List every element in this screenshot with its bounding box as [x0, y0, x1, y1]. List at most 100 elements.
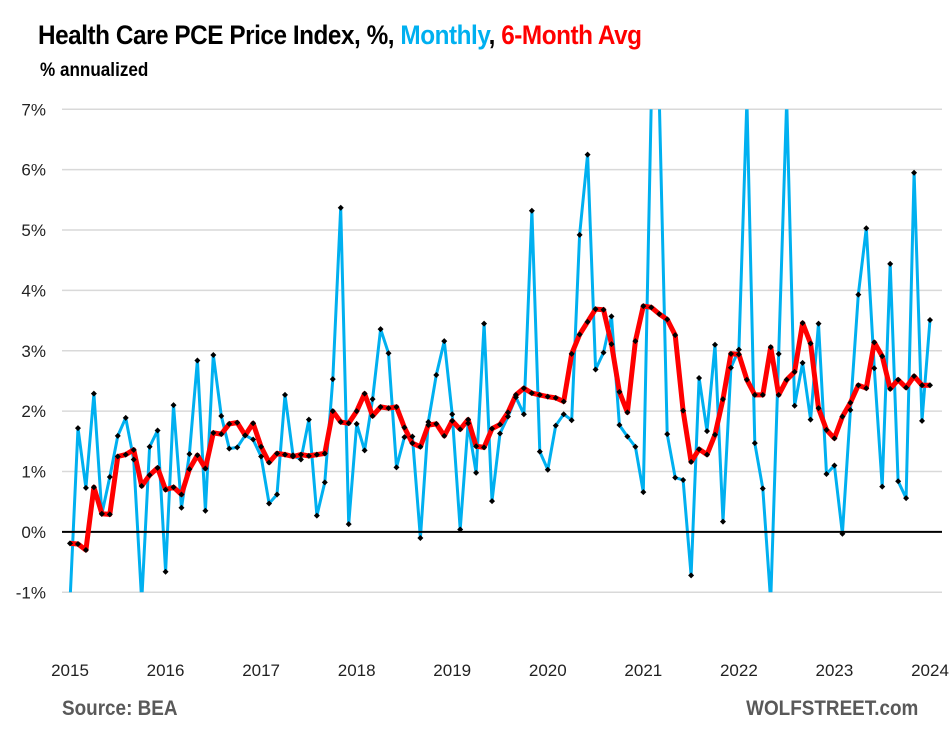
monthly-point — [130, 456, 137, 463]
monthly-point — [576, 231, 583, 238]
avg-point — [417, 443, 424, 450]
monthly-point — [727, 364, 734, 371]
monthly-point — [441, 338, 448, 345]
monthly-point — [425, 419, 432, 426]
monthly-point — [911, 169, 918, 176]
avg-point — [712, 431, 718, 438]
monthly-point — [919, 417, 926, 424]
x-tick-label: 2019 — [433, 661, 471, 680]
y-tick-label: 2% — [21, 402, 46, 421]
monthly-point — [401, 434, 408, 441]
avg-point — [258, 443, 265, 450]
monthly-point — [584, 151, 591, 158]
avg-point — [449, 417, 456, 424]
monthly-point — [218, 413, 225, 420]
avg-point — [82, 547, 89, 554]
monthly-point — [719, 518, 726, 525]
x-tick-label: 2018 — [338, 661, 376, 680]
monthly-point — [624, 433, 631, 440]
title-avg: 6-Month Avg — [501, 20, 642, 50]
avg-point — [74, 541, 81, 547]
avg-point — [927, 382, 933, 389]
avg-point — [719, 396, 726, 403]
monthly-point — [202, 507, 209, 514]
monthly-point — [210, 352, 217, 359]
monthly-point — [536, 448, 543, 455]
monthly-point — [712, 341, 718, 348]
monthly-point — [481, 320, 488, 327]
x-tick-label: 2017 — [242, 661, 280, 680]
avg-point — [377, 403, 384, 410]
monthly-point — [361, 447, 368, 454]
monthly-point — [194, 357, 201, 364]
avg-point — [289, 453, 296, 460]
monthly-point — [672, 474, 679, 481]
monthly-point — [823, 470, 830, 477]
monthly-point — [704, 428, 711, 435]
avg-point — [178, 491, 185, 498]
x-tick-label: 2021 — [624, 661, 662, 680]
avg-point — [791, 368, 798, 375]
monthly-point — [839, 530, 846, 537]
avg-point — [680, 407, 687, 414]
monthly-point — [226, 445, 233, 452]
x-tick-label: 2023 — [816, 661, 854, 680]
avg-point — [807, 340, 814, 347]
monthly-point — [90, 390, 97, 397]
avg-point — [887, 385, 894, 392]
title-sep: , — [488, 20, 502, 50]
monthly-point — [305, 416, 312, 423]
avg-point — [321, 450, 328, 457]
monthly-point — [345, 521, 352, 528]
avg-point — [457, 426, 464, 433]
avg-point — [250, 420, 257, 427]
avg-point — [282, 451, 288, 458]
monthly-point — [282, 391, 288, 398]
monthly-point — [497, 430, 503, 437]
avg-point — [688, 458, 695, 465]
monthly-point — [688, 572, 695, 579]
avg-point — [727, 350, 734, 357]
monthly-point — [266, 500, 273, 507]
avg-point — [266, 459, 273, 466]
monthly-point — [863, 225, 870, 232]
monthly-point — [186, 451, 193, 458]
avg-point — [504, 409, 511, 416]
avg-point — [815, 405, 822, 412]
avg-point — [672, 332, 679, 339]
avg-point — [584, 318, 591, 325]
y-tick-label: 5% — [21, 221, 46, 240]
avg-point — [576, 331, 583, 338]
series-markers — [67, 151, 933, 579]
avg-point — [903, 384, 910, 391]
avg-point — [210, 429, 217, 436]
monthly-point — [807, 416, 814, 423]
avg-point — [919, 382, 926, 389]
avg-point — [544, 393, 551, 400]
avg-point — [194, 452, 201, 459]
monthly-point — [154, 427, 161, 434]
monthly-point — [887, 260, 894, 267]
avg-point — [911, 373, 918, 380]
avg-point — [767, 344, 774, 351]
brand-label: WOLFSTREET.com — [745, 697, 918, 720]
avg-point — [441, 432, 448, 439]
monthly-point — [544, 466, 551, 473]
avg-point — [528, 390, 535, 397]
monthly-point — [568, 417, 575, 424]
monthly-point — [337, 204, 344, 211]
avg-point — [170, 484, 177, 491]
avg-point — [799, 320, 806, 327]
monthly-point — [600, 349, 607, 356]
avg-point — [274, 450, 281, 457]
monthly-point — [449, 411, 456, 418]
monthly-point — [751, 440, 758, 447]
x-tick-label: 2016 — [147, 661, 185, 680]
avg-point — [536, 391, 543, 398]
x-tick-label: 2020 — [529, 661, 567, 680]
avg-point — [465, 416, 472, 423]
monthly-point — [791, 402, 798, 409]
monthly-point — [664, 431, 671, 438]
monthly-point — [162, 568, 169, 575]
chart-subtitle: % annualized — [40, 60, 149, 81]
